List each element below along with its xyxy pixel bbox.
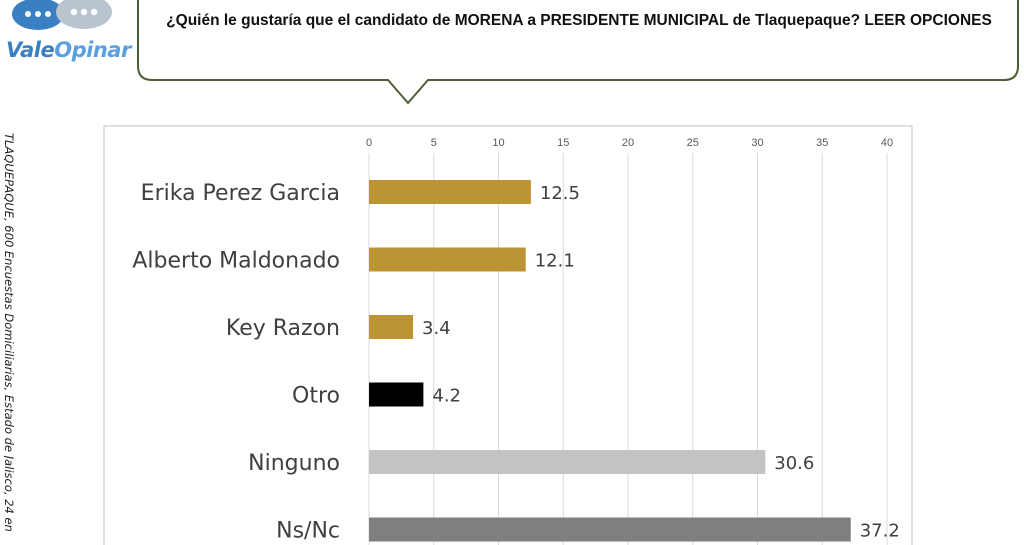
bars xyxy=(369,180,851,542)
tick-label: 30 xyxy=(751,137,763,149)
bar xyxy=(369,247,526,272)
tick-label: 5 xyxy=(431,137,437,149)
category-label: Ninguno xyxy=(248,451,340,476)
bar xyxy=(369,180,531,204)
category-label: Erika Perez Garcia xyxy=(141,181,340,206)
value-label: 30.6 xyxy=(774,453,814,474)
value-label: 12.1 xyxy=(535,251,575,272)
tick-label: 10 xyxy=(492,137,504,149)
value-label: 3.4 xyxy=(422,318,451,339)
valeopinar-logo: ValeOpinar xyxy=(0,0,131,70)
value-label: 12.5 xyxy=(540,183,580,204)
value-labels: 12.5 12.1 3.4 4.2 30.6 37.2 xyxy=(422,183,900,542)
category-label: Ns/Nc xyxy=(276,519,340,544)
question-bubble xyxy=(137,0,1019,105)
tick-label: 20 xyxy=(622,137,634,149)
speech-bubbles-icon xyxy=(12,0,112,30)
value-label: 4.2 xyxy=(432,386,461,407)
category-labels: Erika Perez Garcia Alberto Maldonado Key R… xyxy=(132,181,340,544)
category-label: Otro xyxy=(292,384,340,409)
bar xyxy=(369,450,766,474)
tick-label: 25 xyxy=(687,137,699,149)
bubble-outline xyxy=(137,0,1019,105)
bar xyxy=(369,315,414,339)
tick-label: 35 xyxy=(816,137,828,149)
logo-text: ValeOpinar xyxy=(6,38,131,62)
bar xyxy=(369,382,424,407)
tick-label: 15 xyxy=(557,137,569,149)
question-text: ¿Quién le gustaría que el candidato de M… xyxy=(166,12,992,29)
category-label: Alberto Maldonado xyxy=(132,249,340,274)
category-label: Key Razon xyxy=(226,316,340,341)
tick-label: 0 xyxy=(366,137,372,149)
chart-frame xyxy=(103,125,913,545)
bar xyxy=(369,517,851,542)
gridlines xyxy=(368,153,888,545)
tick-labels: 0 5 10 15 20 25 30 35 40 xyxy=(366,137,893,149)
tick-label: 40 xyxy=(881,137,893,149)
value-label: 37.2 xyxy=(860,521,900,542)
